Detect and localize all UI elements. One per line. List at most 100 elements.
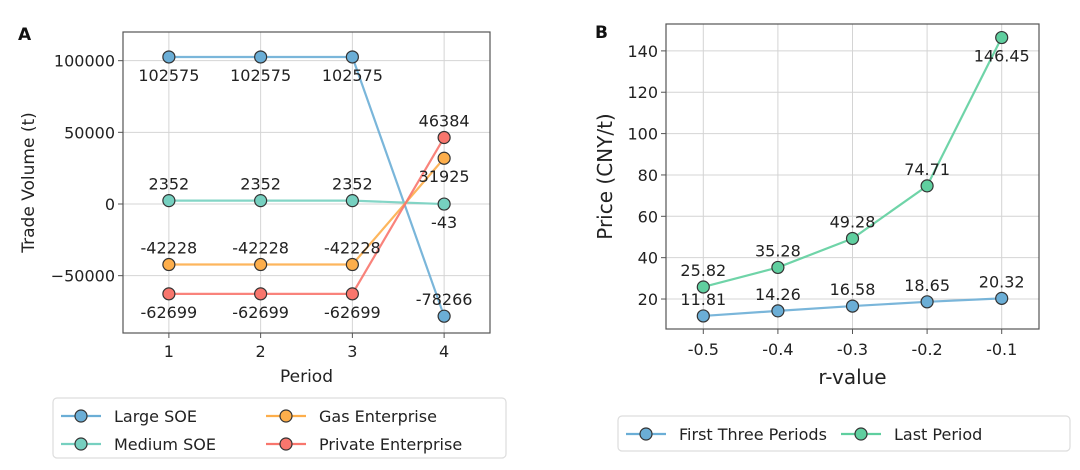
legend-marker — [74, 409, 88, 423]
data-label: -42228 — [232, 239, 289, 258]
x-axis-label: Period — [280, 367, 333, 387]
data-label: -62699 — [141, 303, 198, 322]
legend-item-gas-enterprise: Gas Enterprise — [266, 407, 437, 426]
plot-frame — [122, 31, 491, 334]
data-point — [995, 291, 1009, 305]
legend-marker — [279, 437, 293, 451]
data-point — [254, 257, 268, 272]
data-point — [345, 194, 359, 208]
data-label: -42228 — [141, 239, 198, 258]
data-point — [345, 257, 359, 272]
legend-marker — [279, 409, 293, 423]
panel-label: B — [595, 23, 608, 43]
data-point — [162, 194, 176, 208]
legend-label: Medium SOE — [114, 435, 216, 454]
series-first-three-periods — [696, 291, 1009, 323]
data-point — [162, 287, 176, 301]
data-label: -78266 — [416, 290, 473, 309]
data-point — [254, 287, 268, 301]
series-last-period — [696, 30, 1009, 294]
series-private-enterprise — [162, 130, 451, 301]
y-tick-label: 100000 — [54, 52, 115, 71]
data-label: 20.32 — [979, 272, 1025, 291]
legend-item-private-enterprise: Private Enterprise — [266, 435, 462, 454]
legend-label: Large SOE — [114, 407, 197, 426]
legend-marker — [854, 427, 868, 441]
y-tick-label: 40 — [638, 249, 658, 268]
data-point — [845, 299, 860, 313]
series-line — [168, 157, 445, 266]
y-tick-label: 0 — [105, 195, 115, 214]
data-point — [345, 287, 359, 301]
data-label: 102575 — [138, 66, 199, 85]
data-label: 35.28 — [755, 241, 801, 260]
data-label: 102575 — [230, 66, 291, 85]
y-tick-label: 80 — [638, 166, 658, 185]
data-label: 74.71 — [904, 160, 950, 179]
data-label: 2352 — [149, 175, 190, 194]
data-point — [771, 260, 785, 275]
y-tick-label: 100 — [627, 125, 658, 144]
data-label: 31925 — [419, 167, 470, 186]
x-tick-label: 1 — [164, 342, 174, 361]
data-point — [437, 197, 451, 211]
y-tick-label: 20 — [638, 290, 658, 309]
legend-item-last-period: Last Period — [841, 425, 982, 444]
data-point — [437, 130, 451, 145]
data-label: -42228 — [324, 239, 381, 258]
data-point — [995, 30, 1009, 45]
data-point — [254, 50, 268, 64]
data-label: 14.26 — [755, 285, 801, 304]
x-tick-label: -0.4 — [762, 340, 793, 359]
data-point — [162, 50, 176, 64]
x-tick-label: 4 — [439, 342, 449, 361]
data-label: 2352 — [240, 175, 281, 194]
y-tick-label: 50000 — [64, 123, 115, 142]
x-tick-label: -0.2 — [911, 340, 942, 359]
y-tick-label: −50000 — [51, 267, 115, 286]
legend: Large SOE Medium SOE Gas Enterprise Private… — [52, 397, 507, 459]
data-label: 2352 — [332, 175, 373, 194]
data-label: 25.82 — [680, 261, 726, 280]
data-point — [920, 295, 934, 309]
legend: First Three Periods Last Period — [617, 415, 1071, 452]
data-point — [254, 194, 268, 208]
chart-panel-a: A 102575 102575 102575 -78266 2352 2352 2352 -43… — [18, 25, 507, 459]
legend-marker — [639, 427, 653, 441]
data-label: 18.65 — [904, 276, 950, 295]
series-large-soe — [162, 50, 451, 323]
x-tick-label: -0.1 — [986, 340, 1017, 359]
x-tick-label: -0.5 — [688, 340, 719, 359]
chart-panel-b: B 11.81 14.26 16.58 18.65 20.32 25.82 35.28 49.2… — [593, 23, 1071, 452]
data-label: 16.58 — [830, 280, 876, 299]
data-point — [162, 257, 176, 272]
series-line — [168, 55, 446, 317]
data-point — [845, 231, 860, 246]
legend-label: Gas Enterprise — [319, 407, 437, 426]
data-label: 102575 — [322, 66, 383, 85]
x-axis-label: r-value — [818, 365, 886, 389]
series-line — [168, 136, 446, 295]
legend-box — [52, 397, 507, 459]
legend-label: Last Period — [894, 425, 982, 444]
data-label: -62699 — [232, 303, 289, 322]
data-point — [696, 280, 710, 294]
series-gas-enterprise — [162, 151, 451, 272]
data-point — [696, 309, 710, 323]
x-tick-label: -0.3 — [837, 340, 868, 359]
series-medium-soe — [162, 194, 451, 211]
panel-label: A — [18, 25, 32, 45]
legend-label: First Three Periods — [679, 425, 827, 444]
legend-marker — [74, 437, 88, 451]
data-label: 49.28 — [830, 212, 876, 231]
data-label: 46384 — [419, 112, 470, 131]
legend-item-medium-soe: Medium SOE — [61, 435, 216, 454]
y-tick-label: 140 — [627, 42, 658, 61]
legend-item-first-three-periods: First Three Periods — [626, 425, 827, 444]
y-tick-label: 120 — [627, 83, 658, 102]
data-label: -43 — [431, 213, 457, 232]
data-point — [920, 179, 934, 193]
x-tick-label: 2 — [256, 342, 266, 361]
data-point — [437, 151, 451, 165]
